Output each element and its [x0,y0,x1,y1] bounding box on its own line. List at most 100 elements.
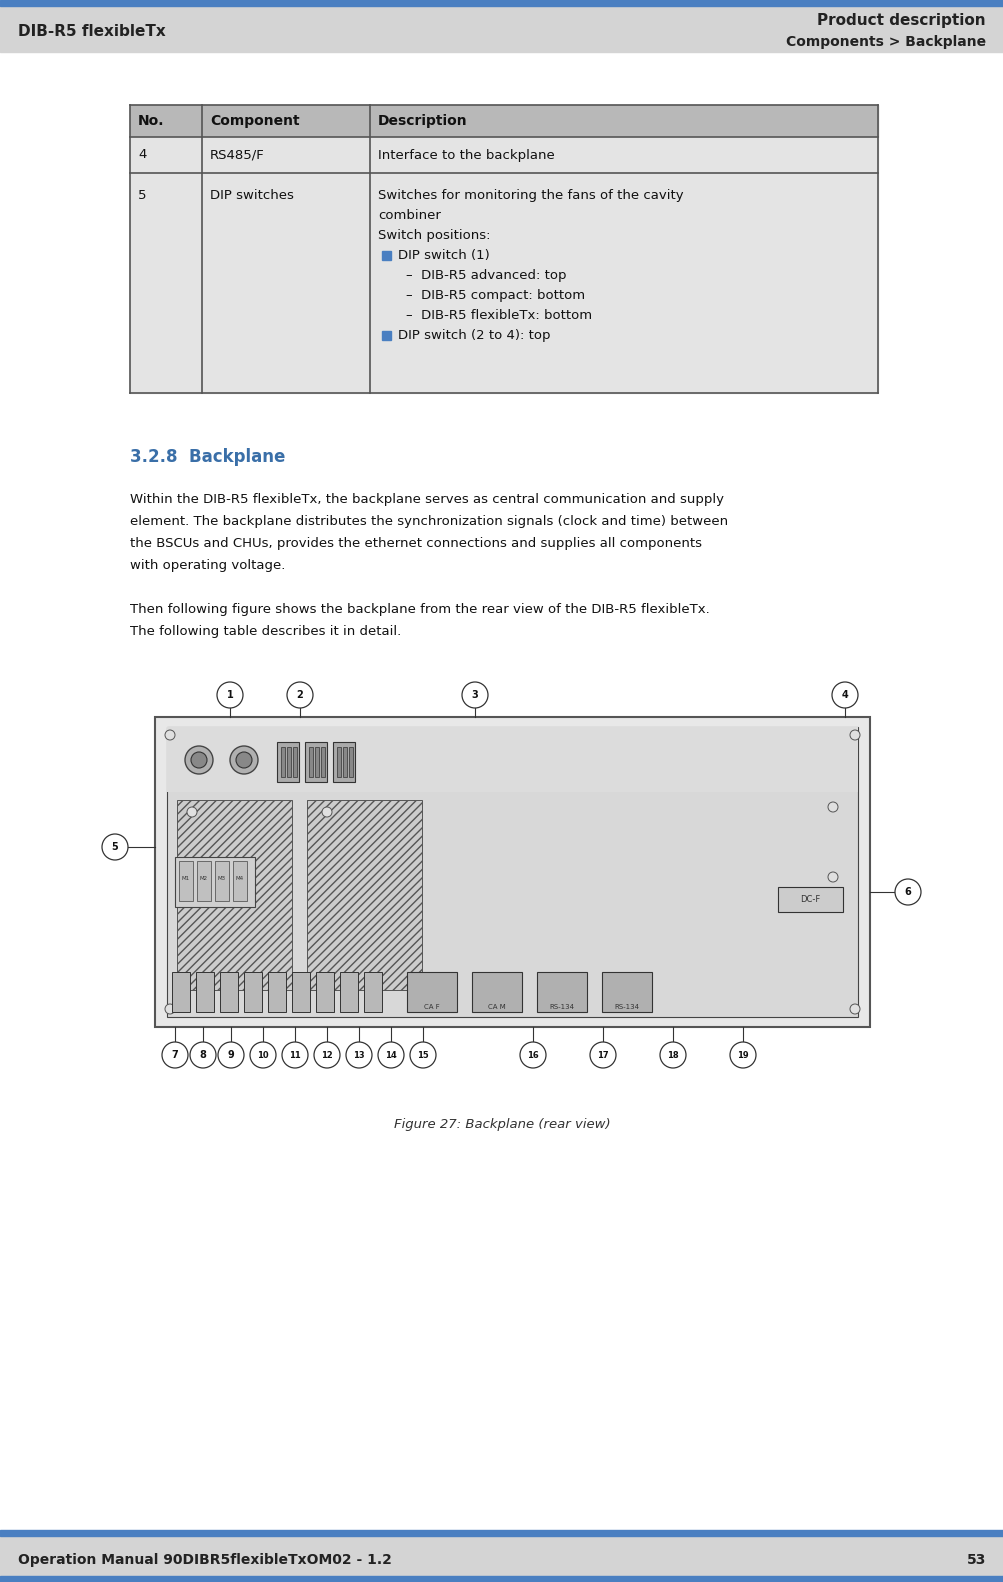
Bar [129,172,878,392]
Text: Component: Component [210,114,299,128]
Text: Figure 27: Backplane (rear view): Figure 27: Backplane (rear view) [393,1118,610,1131]
Circle shape [191,751,207,767]
Text: 7: 7 [172,1050,179,1060]
Text: Then following figure shows the backplane from the rear view of the DIB-R5 flexi: Then following figure shows the backplan… [129,603,709,615]
Bar [166,728,858,793]
Circle shape [102,834,127,861]
Circle shape [346,1043,372,1068]
Text: CA F: CA F [423,1005,439,1009]
Text: –  DIB-R5 flexibleTx: bottom: – DIB-R5 flexibleTx: bottom [405,308,592,323]
Bar [343,747,347,777]
Bar [129,138,878,172]
Bar [406,971,456,1012]
Text: 6: 6 [904,888,911,897]
Text: 1: 1 [227,690,233,699]
Circle shape [322,807,332,816]
Circle shape [850,1005,860,1014]
Bar [0,6,1003,52]
Circle shape [185,747,213,774]
Text: DC-F: DC-F [799,894,819,903]
Text: 9: 9 [228,1050,234,1060]
Text: 15: 15 [416,1050,428,1060]
Text: 8: 8 [200,1050,207,1060]
Bar [340,971,358,1012]
Circle shape [287,682,313,709]
Text: 14: 14 [385,1050,396,1060]
Text: 53: 53 [966,1554,985,1568]
Bar [349,747,353,777]
Circle shape [314,1043,340,1068]
Bar [179,861,193,902]
Circle shape [190,1043,216,1068]
Bar [177,800,292,990]
Bar [333,742,355,782]
Text: Switches for monitoring the fans of the cavity: Switches for monitoring the fans of the … [377,188,683,202]
Bar [233,861,247,902]
Text: DIP switches: DIP switches [210,188,294,202]
Bar [777,888,843,911]
Text: 18: 18 [667,1050,678,1060]
Text: Description: Description [377,114,467,128]
Text: 2: 2 [296,690,303,699]
Text: 4: 4 [841,690,848,699]
Bar [316,971,334,1012]
Text: –  DIB-R5 compact: bottom: – DIB-R5 compact: bottom [405,290,585,302]
Circle shape [164,1005,175,1014]
Text: 13: 13 [353,1050,364,1060]
Bar [307,800,421,990]
Circle shape [217,682,243,709]
Text: 17: 17 [597,1050,608,1060]
Text: RS-134: RS-134 [614,1005,639,1009]
Bar [129,104,878,138]
Bar [471,971,522,1012]
Bar [602,971,651,1012]
Bar [292,971,310,1012]
Text: Operation Manual 90DIBR5flexibleTxOM02 - 1.2: Operation Manual 90DIBR5flexibleTxOM02 -… [18,1554,391,1568]
Bar [0,1576,1003,1582]
Bar [0,1536,1003,1582]
Text: Components > Backplane: Components > Backplane [785,35,985,49]
Text: No.: No. [137,114,164,128]
Text: M4: M4 [236,876,244,881]
Circle shape [187,807,197,816]
Bar [244,971,262,1012]
Text: RS-134: RS-134 [549,1005,574,1009]
Text: DIP switch (2 to 4): top: DIP switch (2 to 4): top [397,329,550,342]
Bar [166,728,858,1017]
Circle shape [409,1043,435,1068]
Text: CA M: CA M [487,1005,506,1009]
Bar [337,747,341,777]
Text: 5: 5 [111,842,118,853]
Bar [268,971,286,1012]
Text: 12: 12 [321,1050,333,1060]
Bar [172,971,190,1012]
Text: M2: M2 [200,876,208,881]
Circle shape [218,1043,244,1068]
Bar [381,331,390,340]
Bar [305,742,327,782]
Bar [381,250,390,259]
Text: M1: M1 [182,876,190,881]
Text: Interface to the backplane: Interface to the backplane [377,149,555,161]
Text: 3: 3 [471,690,477,699]
Text: 3.2.8  Backplane: 3.2.8 Backplane [129,448,285,467]
Bar [0,1530,1003,1536]
Text: RS485/F: RS485/F [210,149,265,161]
Text: DIP switch (1): DIP switch (1) [397,248,489,263]
Text: –  DIB-R5 advanced: top: – DIB-R5 advanced: top [405,269,566,282]
Circle shape [827,802,838,812]
Bar [154,717,870,1027]
Text: 11: 11 [289,1050,301,1060]
Circle shape [659,1043,685,1068]
Text: 5: 5 [137,188,146,202]
Text: The following table describes it in detail.: The following table describes it in deta… [129,625,401,638]
Text: with operating voltage.: with operating voltage. [129,558,285,573]
Bar [197,861,211,902]
Bar [315,747,319,777]
Bar [364,971,381,1012]
Text: Product description: Product description [816,13,985,27]
Text: DIB-R5 flexibleTx: DIB-R5 flexibleTx [18,24,165,40]
Bar [220,971,238,1012]
Bar [215,861,229,902]
Circle shape [236,751,252,767]
